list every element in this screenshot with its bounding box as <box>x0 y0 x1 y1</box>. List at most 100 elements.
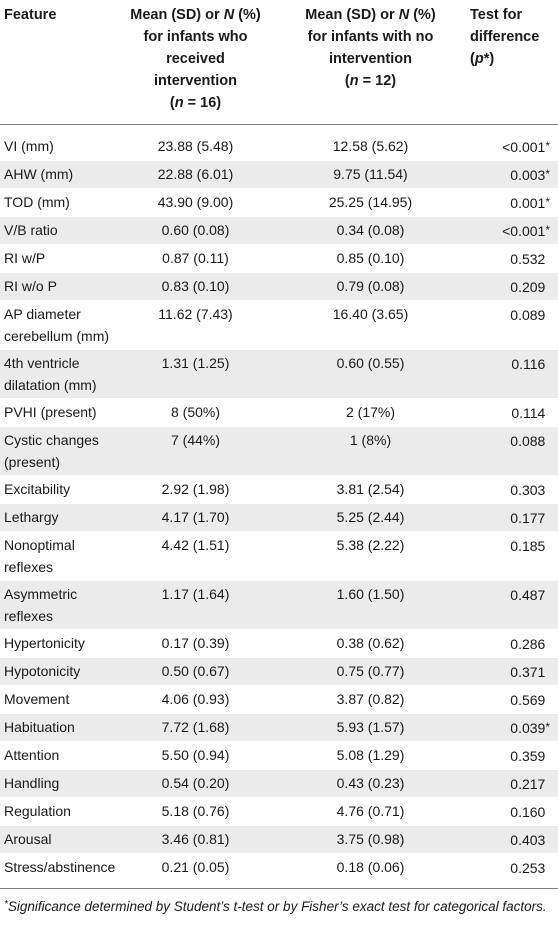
header-intervention: Mean (SD) or N (%) for infants who recei… <box>118 0 273 125</box>
p-value-text: 0.303 <box>510 482 546 498</box>
cell-feature: Cystic changes (present) <box>0 426 118 476</box>
p-value-text: 0.114 <box>511 405 546 421</box>
cell-intervention: 0.17 (0.39) <box>118 629 273 658</box>
header-no-intervention-line1-italic: N <box>398 7 410 23</box>
cell-p-value: 0.116* <box>468 349 558 399</box>
header-intervention-n: (n = 16) <box>122 92 269 114</box>
cell-no-intervention: 0.75 (0.77) <box>273 657 468 686</box>
p-value-text: 0.569 <box>510 692 546 708</box>
header-intervention-line1: Mean (SD) or N (%) <box>122 4 269 26</box>
p-value-text: 0.177 <box>510 510 546 526</box>
significance-marker: * <box>545 195 550 209</box>
header-intervention-line2: for infants who <box>143 29 248 45</box>
cell-intervention: 4.42 (1.51) <box>118 531 273 581</box>
cell-feature: TOD (mm) <box>0 188 118 217</box>
cell-intervention: 1.31 (1.25) <box>118 349 273 399</box>
header-no-intervention-line3: intervention <box>329 51 412 67</box>
cell-p-value: 0.286* <box>468 629 558 658</box>
header-no-intervention-n-open: ( <box>344 73 350 89</box>
p-value-text: 0.217 <box>510 776 546 792</box>
cell-no-intervention: 0.18 (0.06) <box>273 853 468 882</box>
cell-p-value: 0.569* <box>468 685 558 714</box>
header-no-intervention-line1-tail: (%) <box>409 7 436 23</box>
cell-no-intervention: 1 (8%) <box>273 426 468 476</box>
p-value-text: 0.089 <box>510 307 546 323</box>
cell-p-value: 0.185* <box>468 531 558 581</box>
table-row: RI w/P0.87 (0.11)0.85 (0.10)0.532* <box>0 244 558 273</box>
significance-marker: * <box>545 720 550 734</box>
header-row: Feature Mean (SD) or N (%) for infants w… <box>0 0 558 125</box>
cell-no-intervention: 3.81 (2.54) <box>273 475 468 504</box>
cell-intervention: 22.88 (6.01) <box>118 160 273 189</box>
cell-intervention: 1.17 (1.64) <box>118 580 273 630</box>
table-row: Hypertonicity 0.17 (0.39) 0.38 (0.62) 0.286… <box>0 629 558 658</box>
p-value-text: 0.088 <box>510 433 546 449</box>
cell-p-value: 0.303* <box>468 475 558 504</box>
cell-feature: Nonoptimal reflexes <box>0 531 118 581</box>
cell-p-value: 0.359* <box>468 741 558 770</box>
table-row: V/B ratio 0.60 (0.08) 0.34 (0.08) <0.001* <box>0 216 558 245</box>
cell-feature: RI w/o P <box>0 272 118 301</box>
cell-feature: VI (mm) <box>0 124 118 161</box>
cell-intervention: 0.54 (0.20) <box>118 769 273 798</box>
p-value-text: 0.253 <box>510 860 546 876</box>
table-row: AHW (mm) 22.88 (6.01) 9.75 (11.54) 0.003* <box>0 160 558 189</box>
cell-no-intervention: 3.87 (0.82) <box>273 685 468 714</box>
header-intervention-line4: intervention <box>154 73 237 89</box>
cell-p-value: 0.177* <box>468 503 558 532</box>
cell-no-intervention: 9.75 (11.54) <box>273 160 468 189</box>
significance-marker: * <box>545 139 550 153</box>
table-row: TOD (mm) 43.90 (9.00) 25.25 (14.95) 0.001* <box>0 188 558 217</box>
cell-feature: Movement <box>0 685 118 714</box>
cell-p-value: 0.217* <box>468 769 558 798</box>
cell-feature: AP diameter cerebellum (mm) <box>0 300 118 350</box>
cell-intervention: 11.62 (7.43) <box>118 300 273 350</box>
table-row: RI w/o P0.83 (0.10)0.79 (0.08)0.209* <box>0 272 558 301</box>
table-row: Cystic changes (present) 7 (44%) 1 (8%) 0.0… <box>0 426 558 476</box>
cell-no-intervention: 0.38 (0.62) <box>273 629 468 658</box>
p-value-text: 0.286 <box>510 636 546 652</box>
cell-p-value: <0.001* <box>468 124 558 161</box>
cell-p-value: 0.487* <box>468 580 558 630</box>
table-row: Stress/abstinence 0.21 (0.05) 0.18 (0.06) 0… <box>0 853 558 882</box>
cell-p-value: 0.253* <box>468 853 558 882</box>
cell-intervention: 4.06 (0.93) <box>118 685 273 714</box>
header-intervention-line1-italic: N <box>223 7 235 23</box>
p-value-text: 0.001 <box>510 195 546 211</box>
p-value-text: 0.371 <box>510 664 546 680</box>
header-intervention-line3: received <box>166 51 225 67</box>
header-test-line2: difference <box>470 29 540 45</box>
cell-intervention: 8 (50%) <box>118 398 273 427</box>
cell-no-intervention: 25.25 (14.95) <box>273 188 468 217</box>
header-test-line3-italic: p <box>474 51 484 67</box>
table-row: Asymmetric reflexes 1.17 (1.64) 1.60 (1.50… <box>0 580 558 630</box>
cell-intervention: 7.72 (1.68) <box>118 713 273 742</box>
cell-feature: Hypotonicity <box>0 657 118 686</box>
cell-intervention: 5.18 (0.76) <box>118 797 273 826</box>
cell-no-intervention: 0.85 (0.10) <box>273 244 468 273</box>
cell-intervention: 0.83 (0.10) <box>118 272 273 301</box>
header-feature: Feature <box>0 0 118 125</box>
header-intervention-line1-text: Mean (SD) or <box>130 7 224 23</box>
table-row: VI (mm) 23.88 (5.48) 12.58 (5.62) <0.001* <box>0 124 558 161</box>
cell-intervention: 43.90 (9.00) <box>118 188 273 217</box>
cell-feature: Habituation <box>0 713 118 742</box>
cell-no-intervention: 0.43 (0.23) <box>273 769 468 798</box>
cell-feature: Lethargy <box>0 503 118 532</box>
cell-feature: RI w/P <box>0 244 118 273</box>
cell-intervention: 23.88 (5.48) <box>118 124 273 161</box>
cell-feature: Excitability <box>0 475 118 504</box>
cell-p-value: <0.001* <box>468 216 558 245</box>
footnote-text: Significance determined by Student’s t-t… <box>7 899 547 914</box>
header-intervention-n-italic: n <box>174 95 184 111</box>
table-row: PVHI (present)8 (50%)2 (17%)0.114* <box>0 398 558 427</box>
header-no-intervention-n-tail: = 12) <box>358 73 397 89</box>
cell-intervention: 2.92 (1.98) <box>118 475 273 504</box>
header-test-line3-tail: *) <box>483 51 495 67</box>
cell-p-value: 0.003* <box>468 160 558 189</box>
header-no-intervention: Mean (SD) or N (%) for infants with no i… <box>273 0 468 125</box>
table-row: Nonoptimal reflexes 4.42 (1.51) 5.38 (2.22… <box>0 531 558 581</box>
